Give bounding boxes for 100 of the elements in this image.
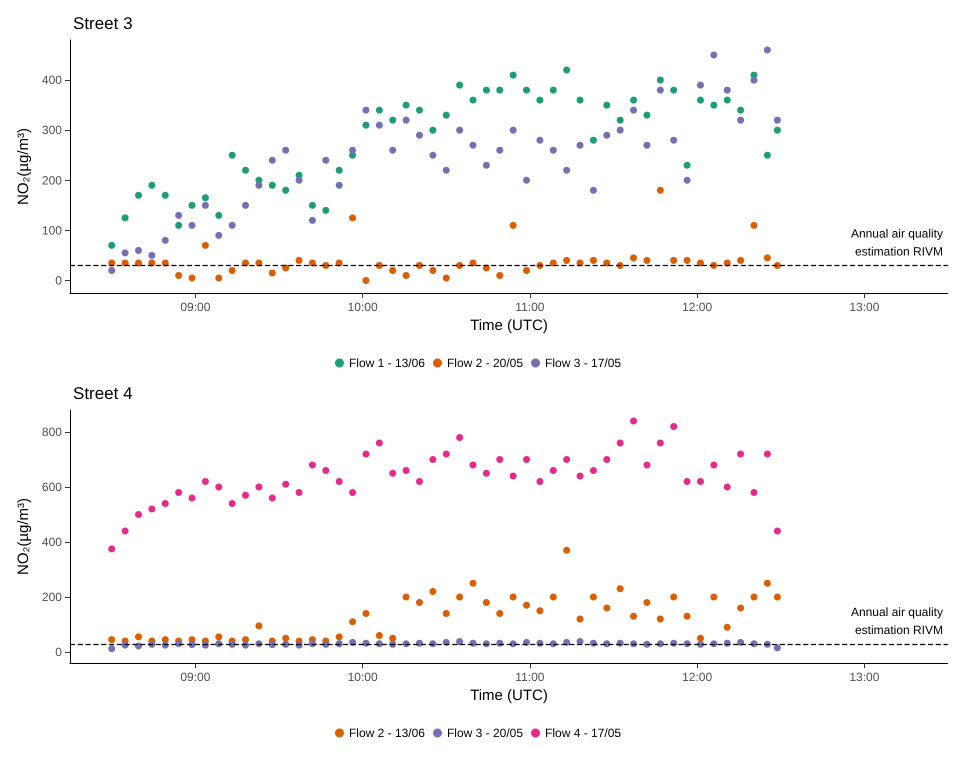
point <box>764 152 771 159</box>
point <box>228 222 236 229</box>
point <box>684 162 691 169</box>
x-tick-label: 12:00 <box>682 670 712 684</box>
point <box>242 492 250 499</box>
point <box>108 545 116 552</box>
point <box>576 638 584 646</box>
point <box>202 202 209 209</box>
point <box>108 645 116 652</box>
legend-label: Flow 4 - 17/05 <box>545 726 622 740</box>
point <box>696 634 704 642</box>
x-tick-label: 10:00 <box>348 670 378 684</box>
point <box>603 102 610 109</box>
point <box>696 82 704 89</box>
point <box>750 76 758 84</box>
point <box>774 116 781 124</box>
point <box>429 588 436 595</box>
point <box>616 126 624 134</box>
point <box>643 462 650 468</box>
point <box>228 500 236 507</box>
point <box>376 632 383 639</box>
point <box>456 434 464 441</box>
legend-label: Flow 2 - 20/05 <box>446 356 524 370</box>
point <box>670 423 678 430</box>
point <box>255 182 262 189</box>
y-tick-label: 200 <box>42 173 62 188</box>
point <box>268 156 276 164</box>
point <box>175 222 182 229</box>
point <box>148 252 156 259</box>
point <box>590 594 597 600</box>
point <box>349 489 356 496</box>
point <box>496 146 504 154</box>
point <box>376 122 383 129</box>
point <box>576 472 584 480</box>
point <box>255 622 262 630</box>
point <box>523 176 530 184</box>
point <box>308 216 316 224</box>
point <box>643 112 650 119</box>
point <box>737 604 744 612</box>
point <box>510 222 517 229</box>
point <box>228 266 236 274</box>
point <box>536 607 544 614</box>
point <box>510 594 517 600</box>
point <box>188 202 196 209</box>
legend-label: Flow 2 - 13/06 <box>348 726 426 740</box>
y-tick-label: 300 <box>42 123 62 138</box>
point <box>737 256 744 264</box>
legend-label: Flow 1 - 13/06 <box>348 356 426 370</box>
point <box>550 594 557 600</box>
point <box>282 264 290 272</box>
point <box>242 202 250 209</box>
point <box>576 96 584 104</box>
point <box>656 440 664 446</box>
point <box>308 462 316 468</box>
point <box>215 274 222 282</box>
x-axis-title: Time (UTC) <box>470 686 548 704</box>
point <box>724 86 731 94</box>
point <box>135 511 142 518</box>
point <box>188 274 196 282</box>
point <box>389 266 396 274</box>
point <box>416 599 423 606</box>
y-axis-title: NO₂(µg/m³) <box>15 128 32 205</box>
point <box>215 633 222 640</box>
point <box>670 256 678 264</box>
point <box>470 96 476 104</box>
point <box>724 96 731 104</box>
point <box>696 478 704 485</box>
point <box>550 86 557 94</box>
point <box>696 259 704 266</box>
point <box>470 462 476 468</box>
point <box>162 192 169 199</box>
point <box>737 638 744 646</box>
legend-label: Flow 3 - 17/05 <box>545 356 622 370</box>
point <box>308 259 316 266</box>
point <box>750 222 758 229</box>
point <box>470 142 476 149</box>
point <box>482 599 490 606</box>
point <box>710 102 718 109</box>
point <box>362 122 370 129</box>
point <box>456 82 464 89</box>
point <box>215 212 222 219</box>
point <box>774 644 781 652</box>
point <box>202 242 209 249</box>
point <box>108 242 116 249</box>
y-tick-label: 400 <box>42 73 62 88</box>
point <box>429 266 436 274</box>
point <box>774 126 781 134</box>
point <box>750 489 758 496</box>
y-tick-label: 100 <box>42 223 62 238</box>
point <box>268 182 276 189</box>
point <box>416 478 423 485</box>
point <box>737 106 744 114</box>
point <box>523 602 530 609</box>
point <box>482 470 490 477</box>
point <box>630 254 638 262</box>
point <box>563 456 570 463</box>
point <box>442 112 450 119</box>
point <box>442 610 450 617</box>
point <box>510 472 517 480</box>
point <box>737 450 744 458</box>
